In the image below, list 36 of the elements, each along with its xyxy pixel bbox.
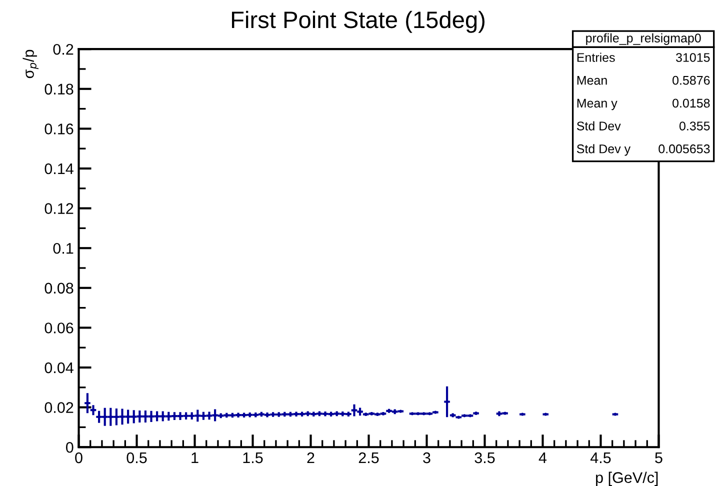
x-tick-label: 2.5 <box>358 452 379 464</box>
x-tick-label: 2 <box>307 452 314 464</box>
annotation: 0.005653 <box>658 144 710 154</box>
x-tick-label: 4 <box>538 452 547 464</box>
y-tick-label: 0.08 <box>44 282 74 294</box>
annotation: Std Dev y <box>576 144 631 156</box>
y-tick-label: 0.18 <box>44 84 74 95</box>
y-tick-label: 0.16 <box>44 124 74 134</box>
x-tick-label: 1.5 <box>243 452 263 464</box>
text: profile_p_relsigmap0 <box>586 33 701 45</box>
text: 0.355 <box>679 122 710 130</box>
y-tick-label: 0.1 <box>53 242 74 254</box>
annotation: Mean <box>577 76 607 85</box>
x-tick-label: 5 <box>655 452 662 464</box>
y-tick-label: 0.04 <box>44 362 74 374</box>
y-tick-label: 0.14 <box>44 163 74 174</box>
chart-title: First Point State (15deg) <box>232 10 484 33</box>
x-axis-title: p [GeV/c] <box>596 472 658 486</box>
y-tick-label: 0.06 <box>44 322 74 334</box>
annotation: Entries <box>577 52 615 62</box>
x-tick-label: 1 <box>192 452 198 464</box>
x-tick-label: 0 <box>75 452 82 464</box>
x-tick-label: 3.5 <box>474 452 495 464</box>
text: 0.0158 <box>672 98 710 108</box>
annotation: Mean y <box>577 98 618 110</box>
annotation: Std Dev <box>576 121 621 130</box>
y-axis-title: σ$_{p}$/p <box>22 50 39 78</box>
y-tick-label: 0.02 <box>44 402 74 414</box>
y-tick-label: 0 <box>66 442 74 453</box>
text: 0.5876 <box>672 76 710 85</box>
x-tick-label: 4.5 <box>590 452 611 464</box>
y-tick-label: 0.2 <box>53 44 74 55</box>
x-tick-label: 3 <box>423 452 430 464</box>
y-tick-label: 0.12 <box>44 203 74 214</box>
x-tick-label: 0.5 <box>126 452 147 464</box>
text: 31015 <box>676 53 710 62</box>
